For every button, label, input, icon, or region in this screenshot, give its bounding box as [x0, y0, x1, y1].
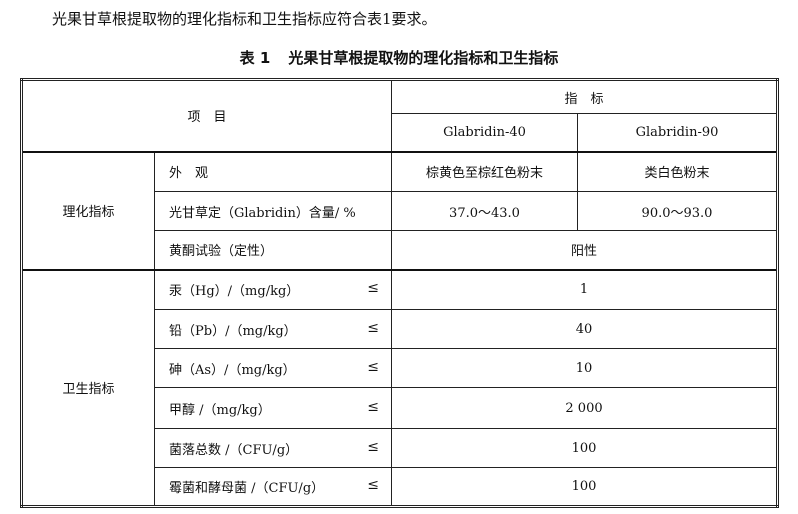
cell-value: 40 — [391, 309, 778, 349]
intro-text: 光果甘草根提取物的理化指标和卫生指标应符合表1要求。 — [52, 10, 437, 28]
header-row: Glabridin-40 Glabridin-90 — [22, 113, 778, 152]
le-sign: ≤ — [367, 358, 379, 375]
table-row: 光甘草定（Glabridin）含量/ % 37.0～43.0 90.0～93.0 — [22, 191, 778, 231]
row-label-text: 菌落总数 /（CFU/g） — [169, 442, 299, 458]
row-label: 砷（As）/（mg/kg） ≤ — [154, 348, 392, 388]
group-physchem: 理化指标 — [21, 150, 155, 270]
le-sign: ≤ — [367, 438, 379, 455]
cell-value: 阳性 — [391, 230, 778, 270]
table-title: 光果甘草根提取物的理化指标和卫生指标 — [288, 49, 559, 67]
cell-value: 90.0～93.0 — [577, 191, 778, 231]
le-sign: ≤ — [367, 319, 379, 336]
row-label: 甲醇 /（mg/kg） ≤ — [154, 387, 392, 429]
cell-value: 1 — [391, 268, 778, 310]
table-caption: 表 1 光果甘草根提取物的理化指标和卫生指标 — [0, 47, 798, 68]
table-number: 表 1 — [239, 49, 271, 67]
group-hygiene: 卫生指标 — [21, 268, 155, 507]
table-row: 理化指标 外 观 棕黄色至棕红色粉末 类白色粉末 — [21, 150, 778, 270]
row-label: 光甘草定（Glabridin）含量/ % — [154, 191, 392, 231]
table-row: 黄酮试验（定性） 阳性 — [22, 230, 778, 270]
header-item: 项 目 — [21, 79, 392, 152]
row-label: 外 观 — [154, 150, 392, 192]
cell-value: 100 — [391, 428, 778, 468]
row-label-text: 砷（As）/（mg/kg） — [169, 362, 296, 378]
header-indicator: 指 标 — [391, 79, 778, 114]
row-label: 汞（Hg）/（mg/kg） ≤ — [154, 268, 392, 310]
row-label-text: 铅（Pb）/（mg/kg） — [169, 323, 297, 339]
row-label: 菌落总数 /（CFU/g） ≤ — [154, 428, 392, 468]
le-sign: ≤ — [367, 477, 379, 493]
row-label: 霉菌和酵母菌 /（CFU/g） ≤ — [154, 467, 392, 507]
cell-value: 2 000 — [391, 387, 778, 429]
cell-value: 类白色粉末 — [577, 150, 778, 192]
header-glabridin-90: Glabridin-90 — [577, 113, 778, 152]
table-row: 砷（As）/（mg/kg） ≤ 10 — [22, 348, 778, 388]
table-row: 铅（Pb）/（mg/kg） ≤ 40 — [22, 309, 778, 349]
table-row: 菌落总数 /（CFU/g） ≤ 100 — [22, 428, 778, 468]
row-label-text: 甲醇 /（mg/kg） — [169, 402, 271, 418]
le-sign: ≤ — [367, 280, 379, 297]
spec-table: 项 目 指 标 Glabridin-40 Glabridin-90 理化指标 外… — [20, 78, 779, 508]
cell-value: 37.0～43.0 — [391, 191, 578, 231]
header-glabridin-40: Glabridin-40 — [391, 113, 578, 152]
row-label: 黄酮试验（定性） — [154, 230, 392, 270]
cell-value: 10 — [391, 348, 778, 388]
cell-value: 100 — [391, 467, 778, 507]
le-sign: ≤ — [367, 398, 379, 415]
table-row: 卫生指标 汞（Hg）/（mg/kg） ≤ 1 — [21, 268, 778, 507]
header-row: 项 目 指 标 — [21, 79, 778, 152]
row-label-text: 汞（Hg）/（mg/kg） — [169, 284, 300, 300]
table-row: 霉菌和酵母菌 /（CFU/g） ≤ 100 — [22, 467, 778, 507]
row-label-text: 霉菌和酵母菌 /（CFU/g） — [169, 481, 325, 496]
row-label: 铅（Pb）/（mg/kg） ≤ — [154, 309, 392, 349]
table-row: 甲醇 /（mg/kg） ≤ 2 000 — [22, 387, 778, 429]
cell-value: 棕黄色至棕红色粉末 — [391, 150, 578, 192]
